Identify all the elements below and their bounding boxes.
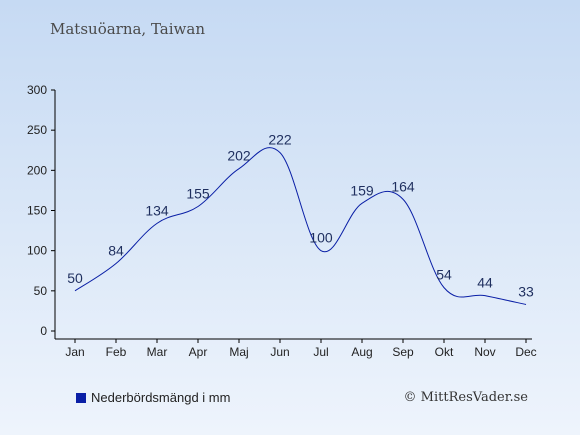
y-tick-label: 150: [27, 204, 47, 218]
y-tick-label: 250: [27, 123, 47, 137]
x-tick-label: Jan: [65, 345, 84, 359]
data-label: 155: [186, 185, 210, 201]
y-tick-label: 50: [34, 284, 48, 298]
x-tick-label: Apr: [189, 345, 208, 359]
data-label: 134: [145, 202, 169, 218]
y-tick-label: 300: [27, 83, 47, 97]
y-tick-label: 0: [40, 324, 47, 338]
data-point: [115, 263, 117, 265]
x-tick-label: Sep: [392, 345, 414, 359]
x-tick-label: Jul: [313, 345, 328, 359]
y-tick-label: 100: [27, 244, 47, 258]
data-point: [238, 168, 240, 170]
data-label: 164: [391, 178, 415, 194]
data-point: [525, 303, 527, 305]
legend-swatch: [76, 392, 86, 403]
series-line: [74, 147, 527, 305]
x-tick-label: Jun: [270, 345, 289, 359]
data-label: 54: [436, 267, 452, 283]
data-label: 100: [309, 230, 333, 246]
copyright-text: © MittResVader.se: [403, 390, 528, 405]
x-tick-label: Aug: [351, 345, 372, 359]
x-tick-label: Maj: [229, 345, 248, 359]
data-label: 44: [477, 275, 493, 291]
data-label: 84: [108, 243, 124, 259]
x-tick-label: Nov: [474, 345, 495, 359]
data-label: 202: [227, 148, 251, 164]
chart-title: Matsuöarna, Taiwan: [50, 20, 205, 38]
legend: Nederbördsmängd i mm: [76, 390, 230, 405]
data-point: [74, 290, 76, 292]
data-point: [320, 250, 322, 252]
data-label: 222: [268, 132, 292, 148]
x-tick-label: Mar: [147, 345, 168, 359]
y-tick-label: 200: [27, 163, 47, 177]
data-point: [361, 202, 363, 204]
data-label: 50: [67, 270, 83, 286]
data-point: [484, 295, 486, 297]
data-point: [197, 205, 199, 207]
data-label: 33: [518, 283, 534, 299]
data-label: 159: [350, 182, 374, 198]
data-point: [279, 152, 281, 154]
data-point: [402, 198, 404, 200]
x-tick-label: Dec: [515, 345, 536, 359]
x-tick-label: Okt: [435, 345, 454, 359]
legend-label: Nederbördsmängd i mm: [91, 390, 231, 405]
x-tick-label: Feb: [106, 345, 127, 359]
data-point: [156, 222, 158, 224]
data-point: [443, 287, 445, 289]
